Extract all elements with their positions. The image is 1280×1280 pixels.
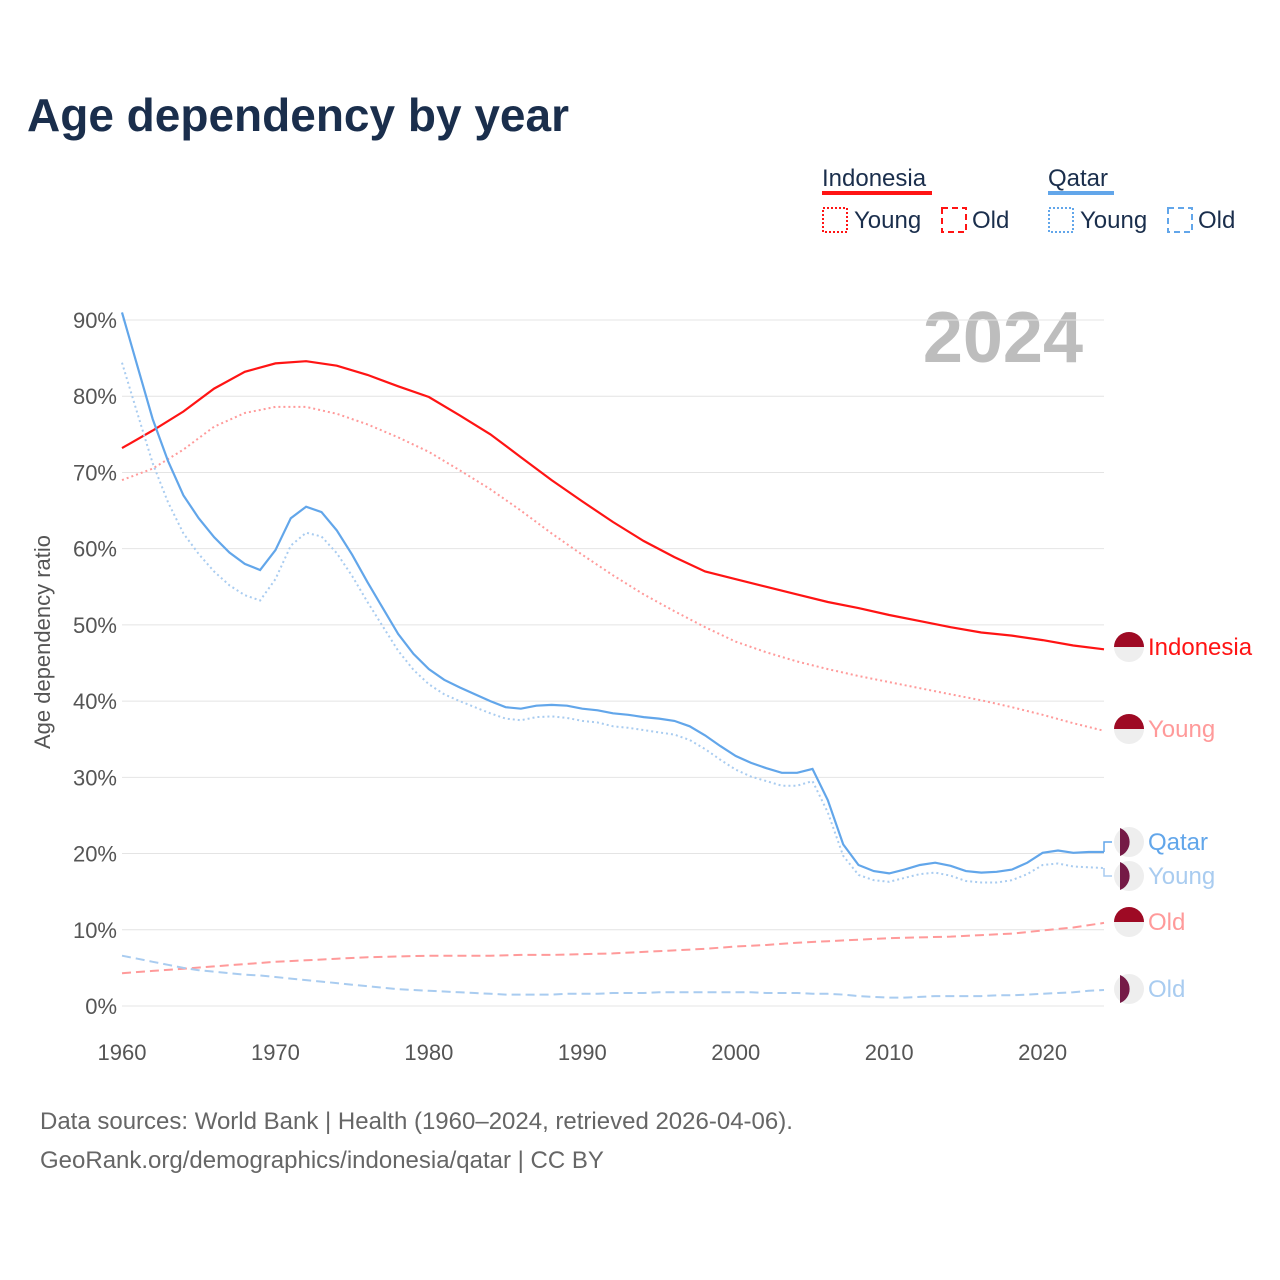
x-tick-label: 1990: [558, 1040, 607, 1065]
series-end-label: Young: [1148, 716, 1215, 743]
label-connector: [1103, 841, 1112, 853]
label-connector: [1103, 868, 1112, 877]
x-tick-label: 1960: [98, 1040, 147, 1065]
legend-young-label: Young: [854, 207, 921, 234]
series-line-qatar: [120, 312, 1104, 875]
y-tick-label: 0%: [85, 994, 117, 1019]
series-line-qatar-old: [121, 954, 1105, 999]
y-axis-label: Age dependency ratio: [30, 535, 55, 749]
legend-group-underline: [1048, 191, 1114, 195]
legend-young-swatch: [822, 207, 848, 233]
legend-young-swatch: [1048, 207, 1074, 233]
legend-old-label: Old: [972, 207, 1009, 234]
legend-old-label: Old: [1198, 207, 1235, 234]
series-end-label: Qatar: [1148, 829, 1208, 856]
y-tick-label: 90%: [73, 308, 117, 333]
source-link[interactable]: GeoRank.org/demographics/indonesia/qatar…: [40, 1147, 604, 1174]
qatar-flag-icon: [1120, 828, 1130, 856]
x-tick-label: 2010: [865, 1040, 914, 1065]
chart-title: Age dependency by year: [27, 89, 569, 141]
series-line-indonesia-young: [121, 405, 1105, 732]
indonesia-flag-icon: [1114, 907, 1144, 922]
y-tick-label: 80%: [73, 384, 117, 409]
y-tick-label: 30%: [73, 765, 117, 790]
series-end-label: Indonesia: [1148, 634, 1253, 661]
series-line-indonesia-old: [121, 921, 1105, 975]
series-end-label: Young: [1148, 863, 1215, 890]
y-tick-label: 40%: [73, 689, 117, 714]
series-end-label: Old: [1148, 976, 1185, 1003]
x-tick-label: 2000: [711, 1040, 760, 1065]
y-tick-label: 60%: [73, 537, 117, 562]
series-line-qatar-young: [121, 362, 1105, 884]
y-tick-label: 20%: [73, 842, 117, 867]
x-tick-label: 1970: [251, 1040, 300, 1065]
legend-young-label: Young: [1080, 207, 1147, 234]
x-tick-label: 1980: [404, 1040, 453, 1065]
legend-group-qatar: Qatar: [1048, 165, 1108, 192]
y-tick-label: 70%: [73, 460, 117, 485]
y-tick-label: 10%: [73, 918, 117, 943]
series-end-label: Old: [1148, 909, 1185, 936]
indonesia-flag-icon: [1114, 632, 1144, 647]
series-line-indonesia: [121, 360, 1105, 651]
legend-group-underline: [822, 191, 932, 195]
qatar-flag-icon: [1120, 975, 1130, 1003]
x-tick-label: 2020: [1018, 1040, 1067, 1065]
indonesia-flag-icon: [1114, 714, 1144, 729]
y-tick-label: 50%: [73, 613, 117, 638]
qatar-flag-icon: [1120, 862, 1130, 890]
legend-old-swatch: [941, 207, 967, 233]
data-source-note: Data sources: World Bank | Health (1960–…: [40, 1108, 793, 1135]
legend-old-swatch: [1167, 207, 1193, 233]
legend-group-indonesia: Indonesia: [822, 165, 927, 192]
year-watermark: 2024: [923, 298, 1083, 378]
